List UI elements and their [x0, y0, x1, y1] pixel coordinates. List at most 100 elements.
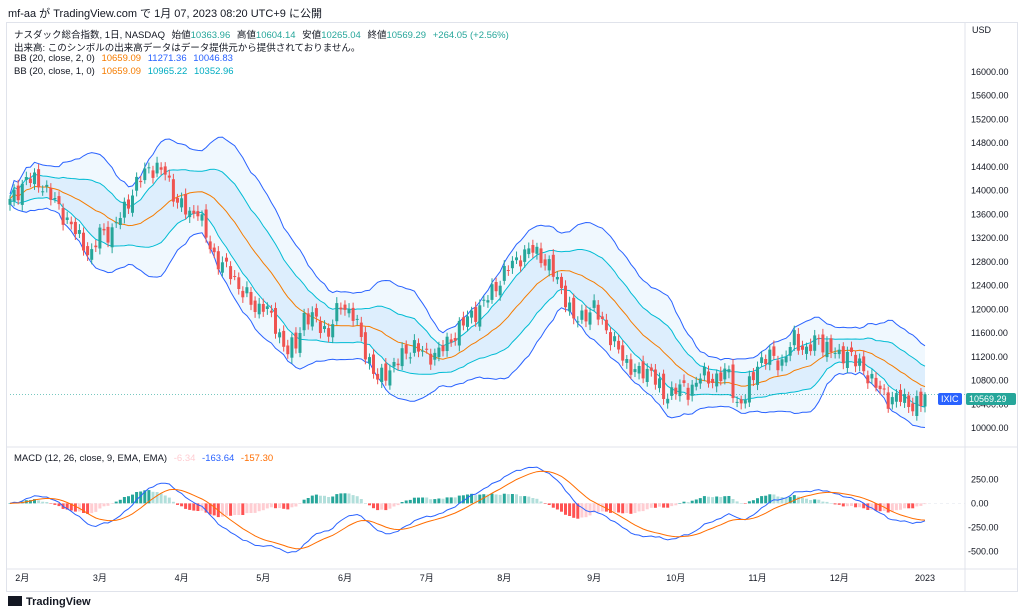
candle-body — [735, 401, 739, 403]
candle-body — [12, 189, 16, 202]
bb1-legend[interactable]: BB (20, close, 1, 0) 10659.09 10965.22 1… — [14, 66, 238, 77]
candle-body — [265, 306, 269, 309]
macd-histogram-bar — [363, 503, 367, 504]
candle-body — [49, 188, 53, 200]
header-bar: mf-aa が TradingView.com で 1月 07, 2023 08… — [0, 0, 1024, 22]
macd-histogram-bar — [588, 503, 592, 516]
candle-body — [114, 222, 118, 224]
macd-tick-label: -500.00 — [968, 547, 999, 557]
macd-histogram-bar — [274, 503, 277, 509]
macd-histogram-bar — [212, 503, 216, 516]
macd-histogram-bar — [167, 497, 171, 504]
macd-histogram-bar — [249, 503, 253, 513]
macd-histogram-bar — [502, 493, 506, 504]
macd-histogram-bar — [82, 503, 85, 513]
candle-body — [494, 282, 498, 292]
macd-legend[interactable]: MACD (12, 26, close, 9, EMA, EMA) -6.34 … — [14, 453, 277, 464]
macd-histogram-bar — [576, 503, 580, 519]
candle-body — [245, 287, 249, 294]
macd-histogram-bar — [180, 503, 184, 507]
macd-histogram-bar — [282, 503, 286, 509]
macd-histogram-bar — [658, 503, 661, 507]
macd-histogram-bar — [911, 503, 915, 509]
candle-body — [453, 338, 457, 341]
candle-body — [727, 369, 731, 373]
macd-histogram-bar — [118, 499, 122, 504]
macd-histogram-bar — [878, 503, 882, 512]
macd-histogram-bar — [77, 503, 81, 512]
macd-histogram-bar — [747, 501, 751, 504]
macd-histogram-bar — [461, 495, 465, 504]
symbol-name[interactable]: ナスダック総合指数, 1日, NASDAQ — [14, 30, 165, 41]
macd-histogram-bar — [494, 494, 498, 504]
macd-histogram-bar — [245, 503, 249, 514]
candle-body — [155, 162, 159, 174]
price-tick-label: 10800.00 — [971, 376, 1009, 386]
candle-body — [617, 340, 621, 350]
bb2-lower: 10046.83 — [193, 53, 233, 64]
candle-body — [915, 396, 919, 416]
macd-histogram-bar — [625, 503, 629, 513]
candle-body — [192, 210, 196, 214]
candle-body — [167, 175, 171, 178]
candle-body — [760, 357, 764, 363]
macd-histogram-bar — [698, 498, 702, 504]
symbol-legend: ナスダック総合指数, 1日, NASDAQ 始値10363.96 高値10604… — [14, 27, 513, 41]
last-price-tag: 10569.29 — [966, 393, 1016, 405]
candle-body — [866, 375, 870, 384]
macd-histogram-bar — [723, 496, 727, 504]
candle-body — [841, 346, 845, 364]
macd-hist-value: -6.34 — [173, 453, 196, 464]
candle-body — [204, 209, 208, 238]
bb2-legend[interactable]: BB (20, close, 2, 0) 10659.09 11271.36 1… — [14, 53, 237, 64]
candle-body — [94, 245, 98, 248]
tradingview-logo[interactable]: TradingView — [8, 596, 91, 608]
candle-body — [604, 319, 608, 331]
candle-body — [821, 334, 825, 353]
macd-histogram-bar — [645, 503, 649, 510]
macd-histogram-bar — [629, 503, 633, 514]
macd-histogram-bar — [261, 503, 265, 511]
candle-body — [862, 356, 866, 372]
candle-body — [780, 359, 784, 366]
candle-body — [151, 170, 155, 178]
macd-histogram-bar — [886, 503, 890, 513]
macd-histogram-bar — [825, 501, 829, 504]
macd-histogram-bar — [131, 494, 134, 504]
candle-body — [118, 218, 122, 225]
candle-body — [90, 249, 94, 260]
candle-body — [110, 227, 114, 248]
candle-body — [874, 377, 878, 388]
macd-histogram-bar — [478, 494, 482, 504]
candle-body — [318, 321, 322, 333]
macd-histogram-bar — [28, 500, 32, 504]
macd-histogram-bar — [813, 499, 817, 504]
macd-histogram-bar — [633, 503, 637, 513]
candle-body — [519, 260, 523, 267]
candle-body — [400, 348, 404, 367]
candle-body — [53, 198, 57, 200]
bb2-basis: 10659.09 — [101, 53, 142, 64]
macd-histogram-bar — [780, 497, 784, 504]
macd-histogram-bar — [37, 500, 41, 504]
chart-frame — [6, 22, 1018, 592]
candle-body — [159, 167, 163, 170]
macd-histogram-bar — [470, 493, 474, 504]
macd-histogram-bar — [805, 498, 808, 504]
publish-info: mf-aa が TradingView.com で 1月 07, 2023 08… — [8, 8, 322, 20]
macd-histogram-bar — [372, 503, 375, 509]
candle-body — [33, 172, 36, 185]
macd-histogram-bar — [555, 503, 559, 510]
candle-body — [274, 308, 277, 334]
candle-body — [98, 227, 102, 249]
macd-histogram-bar — [114, 501, 118, 504]
candle-body — [600, 316, 604, 319]
macd-histogram-bar — [641, 503, 645, 512]
macd-histogram-bar — [269, 503, 273, 508]
candle-body — [229, 266, 233, 280]
macd-histogram-bar — [715, 496, 719, 504]
price-tick-label: 14000.00 — [971, 186, 1009, 196]
candle-body — [809, 344, 813, 352]
macd-histogram-bar — [498, 494, 502, 504]
